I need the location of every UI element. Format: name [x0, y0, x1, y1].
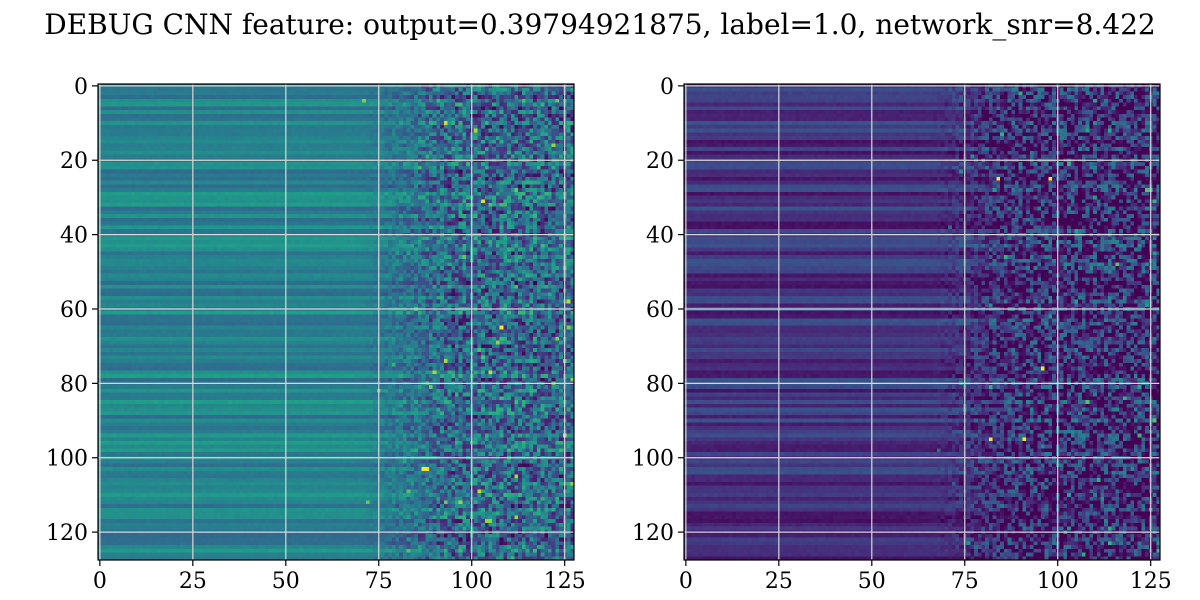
x-tick-label: 0 [679, 569, 693, 594]
x-tick-label: 125 [544, 569, 586, 594]
y-tick-label: 40 [60, 224, 88, 249]
y-tick-label: 120 [46, 521, 88, 546]
x-tick-label: 75 [951, 569, 979, 594]
x-tick-label: 50 [858, 569, 886, 594]
y-tick-label: 0 [74, 75, 88, 100]
heatmap-panel-left: 0 25 50 75 100 125 0 20 40 60 80 100 120 [46, 75, 586, 594]
x-tick-label: 0 [93, 569, 107, 594]
y-tick-label: 80 [646, 372, 674, 397]
y-tick-label: 20 [60, 149, 88, 174]
y-tick-label: 60 [646, 298, 674, 323]
plot-frame [683, 83, 1161, 561]
x-tick-label: 25 [765, 569, 793, 594]
y-tick-label: 80 [60, 372, 88, 397]
heatmap-cells [98, 84, 574, 560]
x-tick-label: 75 [365, 569, 393, 594]
y-tick-label: 100 [632, 447, 674, 472]
y-tick-label: 40 [646, 224, 674, 249]
x-tick-label: 25 [179, 569, 207, 594]
x-tick-label: 100 [451, 569, 493, 594]
y-tick-label: 60 [60, 298, 88, 323]
x-tick-label: 125 [1130, 569, 1172, 594]
y-tick-label: 0 [660, 75, 674, 100]
plot-frame [97, 83, 575, 561]
figure-title: DEBUG CNN feature: output=0.39794921875,… [44, 8, 1155, 41]
heatmap-cells [684, 84, 1160, 560]
x-tick-label: 50 [272, 569, 300, 594]
x-tick-label: 100 [1037, 569, 1079, 594]
y-tick-label: 120 [632, 521, 674, 546]
y-tick-label: 20 [646, 149, 674, 174]
heatmap-panel-right: 0 25 50 75 100 125 0 20 40 60 80 100 120 [632, 75, 1172, 594]
y-tick-label: 100 [46, 447, 88, 472]
